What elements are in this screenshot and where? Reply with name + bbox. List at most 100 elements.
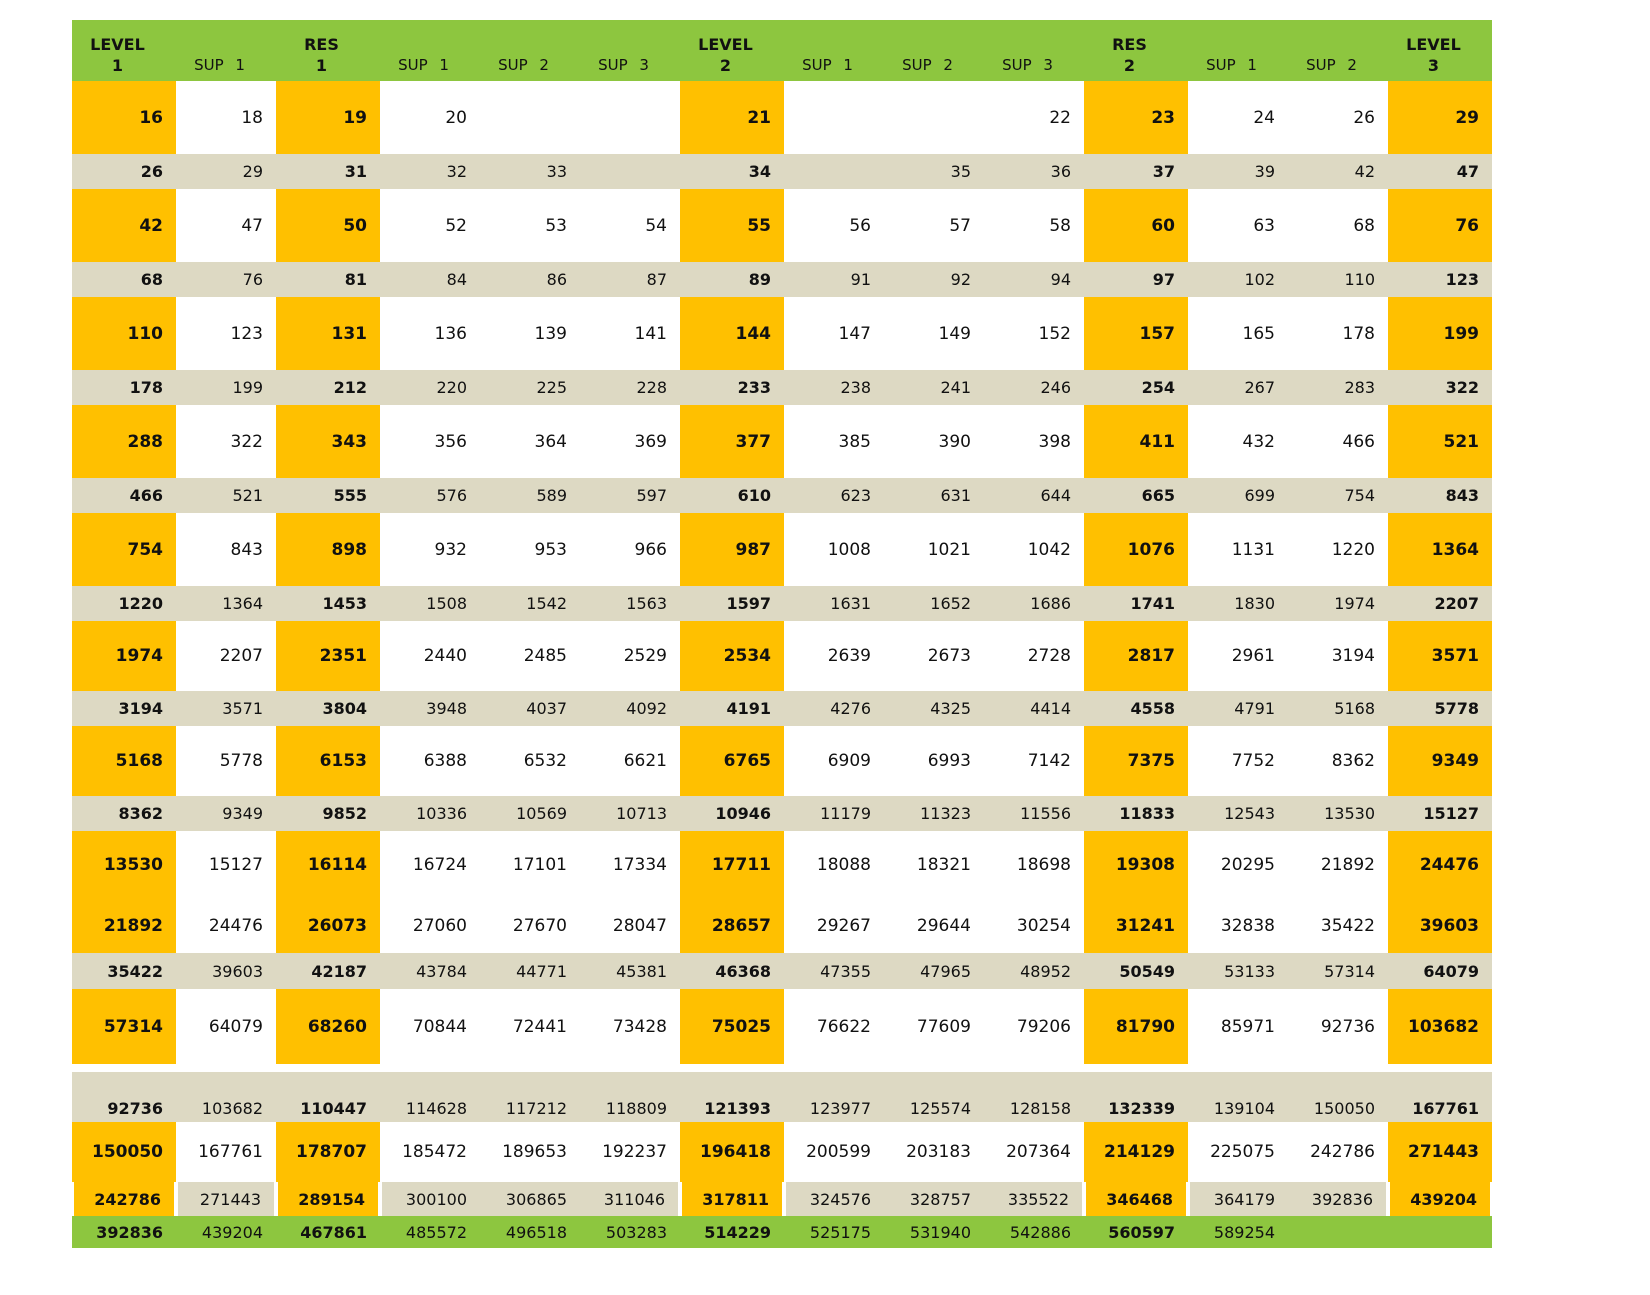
header-sup-2-b: SUP 2 <box>480 20 580 81</box>
header-top-label <box>1188 35 1275 55</box>
cell-sup-1-a: 39603 <box>176 953 276 989</box>
cell-res-2: 81790 <box>1084 989 1188 1064</box>
cell-sup-2-b: 225 <box>480 370 580 405</box>
cell-sup-3-c: 1686 <box>984 586 1084 621</box>
cell-sup-3-c: 7142 <box>984 726 1084 796</box>
cell-res-2: 60 <box>1084 189 1188 262</box>
cell-sup-1-a: 76 <box>176 262 276 297</box>
header-bottom-label: SUP 2 <box>498 56 549 74</box>
cell-sup-3-c: 398 <box>984 405 1084 478</box>
cell-level-2: 10946 <box>680 796 784 831</box>
cell-sup-3-b: 311046 <box>580 1182 680 1216</box>
cell-sup-2-b: 189653 <box>480 1122 580 1182</box>
header-top-label: LEVEL <box>90 35 145 54</box>
cell-sup-2-c: 203183 <box>884 1122 984 1182</box>
cell-sup-1-b: 136 <box>380 297 480 370</box>
cell-level-2: 89 <box>680 262 784 297</box>
cell-sup-2-c: 1021 <box>884 513 984 586</box>
cell-res-2: 4558 <box>1084 691 1188 726</box>
cell-sup-1-c: 11179 <box>784 796 884 831</box>
cell-sup-1-d: 85971 <box>1188 989 1288 1064</box>
table-row: 16 18 19 20 21 22 23 24 26 29 <box>72 81 1492 154</box>
cell-sup-1-c: 623 <box>784 478 884 513</box>
cell-sup-2-d: 5168 <box>1288 691 1388 726</box>
cell-sup-3-b: 369 <box>580 405 680 478</box>
cell-level-2: 46368 <box>680 953 784 989</box>
cell-res-1: 467861 <box>276 1216 380 1248</box>
cell-sup-1-b: 43784 <box>380 953 480 989</box>
header-res-1: RES 1 <box>276 20 380 81</box>
cell-sup-2-d: 110 <box>1288 262 1388 297</box>
header-sup-1-c: SUP 1 <box>784 20 884 81</box>
cell-sup-2-d: 42 <box>1288 154 1388 189</box>
cell-sup-1-c: 123977 <box>784 1072 884 1122</box>
cell-sup-2-b: 589 <box>480 478 580 513</box>
cell-sup-1-a: 2207 <box>176 621 276 691</box>
cell-sup-1-d: 225075 <box>1188 1122 1288 1182</box>
cell-sup-1-b: 6388 <box>380 726 480 796</box>
cell-sup-3-c: 335522 <box>984 1182 1084 1216</box>
cell-sup-1-b: 84 <box>380 262 480 297</box>
table-row: 1974 2207 2351 2440 2485 2529 2534 2639 2673 2728… <box>72 621 1492 691</box>
cell-level-2: 28657 <box>680 898 784 953</box>
cell-level-1: 8362 <box>72 796 176 831</box>
cell-sup-3-c: 18698 <box>984 831 1084 898</box>
header-bottom-label: 1 <box>315 56 328 75</box>
cell-sup-1-a: 24476 <box>176 898 276 953</box>
cell-level-2: 377 <box>680 405 784 478</box>
header-bottom-label: SUP 3 <box>598 56 649 74</box>
header-bottom-label: SUP 3 <box>1002 56 1053 74</box>
cell-sup-1-d: 589254 <box>1188 1216 1288 1248</box>
cell-sup-1-b: 485572 <box>380 1216 480 1248</box>
cell-sup-1-c: 6909 <box>784 726 884 796</box>
cell-sup-2-c: 125574 <box>884 1072 984 1122</box>
cell-sup-2-d <box>1288 1216 1388 1248</box>
cell-sup-1-d: 24 <box>1188 81 1288 154</box>
cell-sup-2-b: 2485 <box>480 621 580 691</box>
cell-sup-3-c: 48952 <box>984 953 1084 989</box>
cell-sup-2-b: 496518 <box>480 1216 580 1248</box>
cell-sup-2-c: 77609 <box>884 989 984 1064</box>
cell-sup-2-d: 35422 <box>1288 898 1388 953</box>
cell-sup-1-a: 843 <box>176 513 276 586</box>
cell-sup-3-b: 17334 <box>580 831 680 898</box>
cell-level-1: 242786 <box>70 1182 178 1216</box>
cell-sup-2-c: 531940 <box>884 1216 984 1248</box>
cell-level-1: 68 <box>72 262 176 297</box>
spacer-row <box>72 1064 1492 1072</box>
header-top-label <box>380 35 467 55</box>
cell-res-1: 212 <box>276 370 380 405</box>
cell-sup-1-b: 10336 <box>380 796 480 831</box>
cell-sup-2-c: 35 <box>884 154 984 189</box>
cell-sup-3-b <box>580 81 680 154</box>
cell-res-1: 898 <box>276 513 380 586</box>
cell-level-1: 16 <box>72 81 176 154</box>
cell-level-1: 5168 <box>72 726 176 796</box>
cell-sup-1-a: 322 <box>176 405 276 478</box>
cell-sup-2-d: 392836 <box>1288 1182 1388 1216</box>
cell-sup-1-c: 1631 <box>784 586 884 621</box>
footer-row: 392836 439204 467861 485572 496518 503283 5142… <box>72 1216 1492 1248</box>
cell-sup-2-c: 2673 <box>884 621 984 691</box>
cell-sup-3-b: 87 <box>580 262 680 297</box>
cell-sup-3-b: 503283 <box>580 1216 680 1248</box>
cell-sup-1-a: 123 <box>176 297 276 370</box>
cell-sup-1-d: 699 <box>1188 478 1288 513</box>
header-sup-3-b: SUP 3 <box>580 20 680 81</box>
cell-sup-1-b: 16724 <box>380 831 480 898</box>
cell-sup-3-b: 54 <box>580 189 680 262</box>
cell-sup-2-d: 466 <box>1288 405 1388 478</box>
cell-level-2: 144 <box>680 297 784 370</box>
cell-res-2: 665 <box>1084 478 1188 513</box>
cell-level-3 <box>1388 1216 1492 1248</box>
cell-sup-2-b: 6532 <box>480 726 580 796</box>
cell-sup-1-b: 32 <box>380 154 480 189</box>
header-level-3: LEVEL 3 <box>1388 20 1492 81</box>
cell-sup-1-a: 521 <box>176 478 276 513</box>
cell-level-1: 3194 <box>72 691 176 726</box>
cell-sup-1-c <box>784 81 884 154</box>
cell-sup-2-d: 3194 <box>1288 621 1388 691</box>
cell-level-3: 3571 <box>1388 621 1492 691</box>
cell-sup-1-a: 167761 <box>176 1122 276 1182</box>
cell-res-2: 50549 <box>1084 953 1188 989</box>
